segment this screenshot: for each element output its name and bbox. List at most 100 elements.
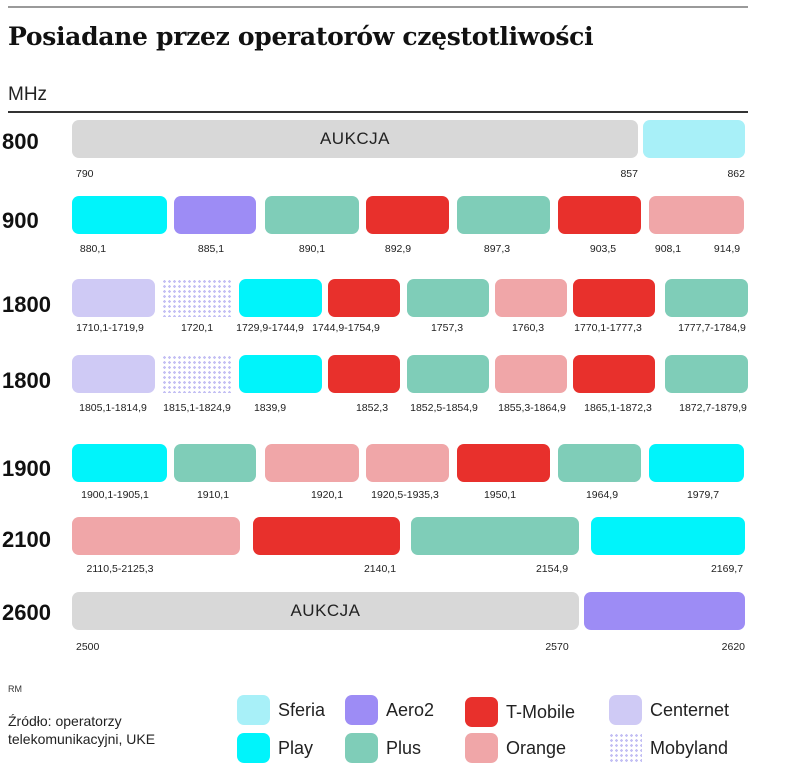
tick-label: 1805,1-1814,9 (79, 402, 147, 414)
tick-label: 1777,7-1784,9 (678, 322, 746, 334)
band-segment-plus (407, 279, 489, 317)
tick-label: 1720,1 (180, 322, 214, 334)
tick-label: 897,3 (483, 243, 511, 255)
legend-item-t-mobile: T-Mobile (465, 697, 575, 727)
tick-label: 880,1 (79, 243, 107, 255)
legend-swatch (609, 733, 642, 763)
band-segment-play (239, 355, 322, 393)
legend-item-plus: Plus (345, 733, 421, 763)
legend-swatch (465, 697, 498, 727)
tick-label: 1852,5-1854,9 (410, 402, 478, 414)
tick-label: 2110,5-2125,3 (86, 563, 154, 575)
tick-label: 1744,9-1754,9 (312, 322, 380, 334)
band-segment-play (649, 444, 744, 482)
band-segment-plus (411, 517, 579, 555)
tick-label: 1757,3 (430, 322, 464, 334)
band-segment-orange (649, 196, 744, 234)
band-segment-aukcja: AUKCJA (72, 592, 579, 630)
legend-label: Mobyland (650, 737, 729, 758)
tick-label: 1979,7 (686, 489, 720, 501)
tick-label: 1910,1 (196, 489, 230, 501)
tick-label: 1872,7-1879,9 (679, 402, 747, 414)
author-initials: RM (8, 684, 22, 694)
band-segment-t-mobile (366, 196, 449, 234)
tick-label: 2169,7 (710, 563, 744, 575)
band-label: 1900 (2, 456, 51, 481)
tick-label: 857 (620, 168, 638, 180)
band-segment-aero2 (174, 196, 256, 234)
legend-swatch (465, 733, 498, 763)
band-label: 2600 (2, 600, 51, 625)
band-label: 800 (2, 129, 39, 154)
tick-label: 885,1 (197, 243, 225, 255)
tick-label: 2154,9 (535, 563, 569, 575)
tick-label: 1855,3-1864,9 (498, 402, 566, 414)
tick-label: 2140,1 (363, 563, 397, 575)
legend-label: Sferia (278, 699, 326, 720)
band-segment-plus (665, 279, 748, 317)
tick-label: 1839,9 (253, 402, 287, 414)
legend-swatch (345, 695, 378, 725)
tick-label: 2620 (721, 641, 745, 653)
band-segment-play (239, 279, 322, 317)
legend-swatch (609, 695, 642, 725)
tick-label: 1950,1 (483, 489, 517, 501)
band-segment-mobyland (162, 355, 232, 393)
legend-swatch (345, 733, 378, 763)
legend-label: T-Mobile (506, 701, 576, 722)
band-segment-plus (407, 355, 489, 393)
band-segment-plus (457, 196, 550, 234)
tick-label: 790 (76, 168, 94, 180)
tick-label: 2570 (545, 641, 569, 653)
tick-label: 1900,1-1905,1 (81, 489, 149, 501)
tick-label: 1760,3 (511, 322, 545, 334)
tick-label: 1729,9-1744,9 (236, 322, 304, 334)
tick-label: 890,1 (298, 243, 326, 255)
band-segment-plus (174, 444, 256, 482)
band-segment-orange (265, 444, 359, 482)
band-segment-t-mobile (573, 355, 655, 393)
tick-label: 892,9 (384, 243, 412, 255)
legend-item-aero2: Aero2 (345, 695, 434, 725)
tick-label: 1920,1 (310, 489, 344, 501)
band-segment-plus (665, 355, 748, 393)
legend-item-orange: Orange (465, 733, 566, 763)
tick-label: 1710,1-1719,9 (76, 322, 144, 334)
band-segment-t-mobile (558, 196, 641, 234)
band-segment-aukcja: AUKCJA (72, 120, 638, 158)
tick-label: 862 (727, 168, 745, 180)
tick-label: 1815,1-1824,9 (163, 402, 231, 414)
band-segment-t-mobile (573, 279, 655, 317)
band-segment-centernet (72, 355, 155, 393)
tick-label: 2500 (76, 641, 100, 653)
band-segment-mobyland (162, 279, 232, 317)
band-segment-centernet (72, 279, 155, 317)
tick-label: 914,9 (713, 243, 741, 255)
tick-label: 903,5 (589, 243, 617, 255)
legend-label: Orange (506, 737, 567, 758)
band-label: 2100 (2, 527, 51, 552)
band-segment-orange (495, 355, 567, 393)
legend-label: Play (278, 737, 314, 758)
band-segment-t-mobile (328, 355, 400, 393)
legend-label: Plus (386, 737, 422, 758)
tick-label: 1852,3 (355, 402, 389, 414)
legend-label: Aero2 (386, 699, 435, 720)
top-rule (8, 6, 748, 8)
tick-label: 908,1 (654, 243, 682, 255)
band-segment-t-mobile (253, 517, 400, 555)
legend-item-play: Play (237, 733, 313, 763)
band-segment-orange (495, 279, 567, 317)
tick-label: 1964,9 (585, 489, 619, 501)
legend-swatch (237, 733, 270, 763)
band-segment-plus (558, 444, 641, 482)
band-segment-play (72, 444, 167, 482)
tick-label: 1920,5-1935,3 (371, 489, 439, 501)
band-segment-sferia (643, 120, 745, 158)
band-segment-orange (72, 517, 240, 555)
band-segment-play (72, 196, 167, 234)
unit-label: MHz (8, 84, 48, 105)
band-segment-t-mobile (457, 444, 550, 482)
source-note: Źródło: operatorzy telekomunikacyjni, UK… (8, 713, 156, 747)
legend-label: Centernet (650, 699, 730, 720)
